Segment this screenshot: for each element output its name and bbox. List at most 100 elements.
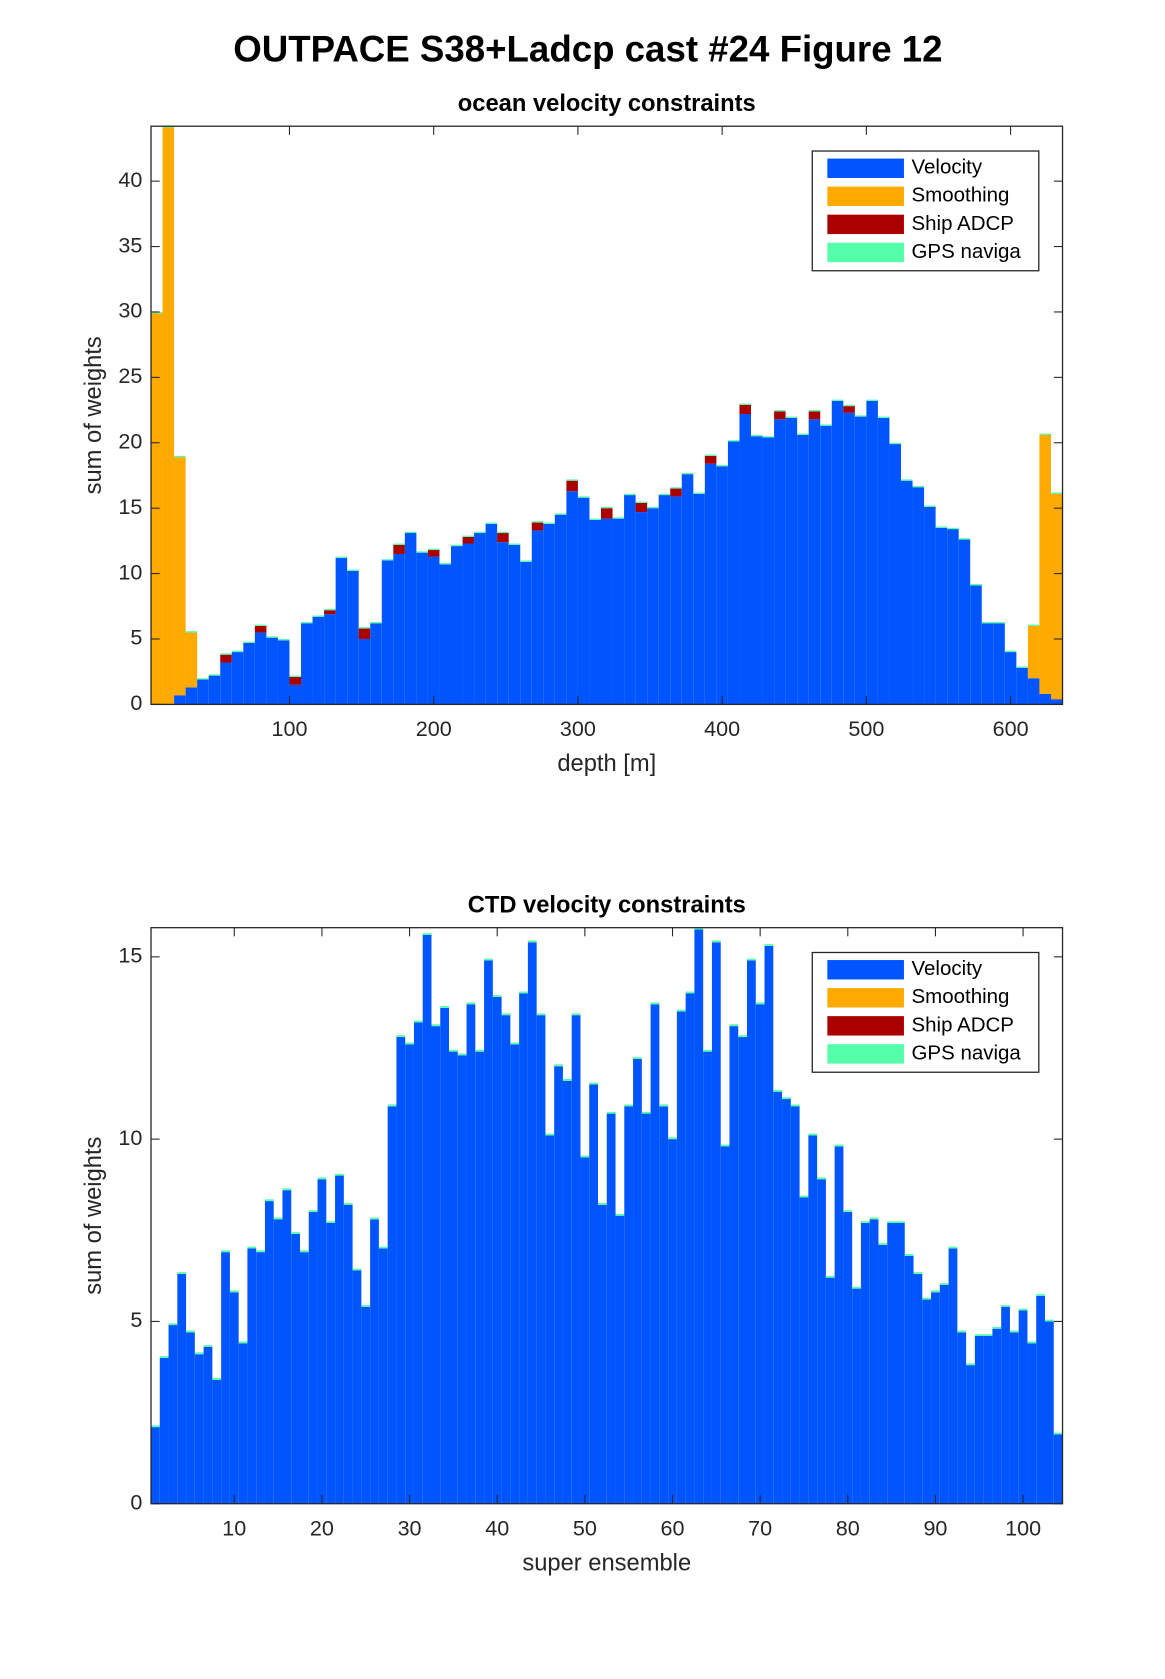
x-tick-label: 500 [848, 716, 884, 741]
bar-segment [716, 466, 728, 705]
bar-segment [1036, 1295, 1045, 1504]
bar-segment [475, 1051, 485, 1504]
bar-segment [939, 1284, 949, 1504]
legend: Velocity Smoothing Ship ADCP GPS naviga [811, 150, 1040, 272]
x-tick-label: 80 [836, 1515, 860, 1540]
y-tick-label: 5 [130, 1307, 142, 1332]
bar-segment [601, 506, 613, 509]
bar-segment [1053, 1432, 1063, 1435]
bar-segment [993, 621, 1005, 624]
figure-title: OUTPACE S38+Ladcp cast #24 Figure 12 [233, 28, 942, 69]
bar-segment [1050, 492, 1063, 494]
bar-segment [554, 514, 567, 705]
bar-segment [860, 1221, 870, 1223]
bar-segment [370, 1217, 379, 1220]
bar-segment [799, 1197, 809, 1504]
bar-segment [387, 1106, 397, 1504]
bar-segment [704, 455, 717, 464]
bar-segment [1027, 625, 1040, 679]
bar-segment [352, 1268, 362, 1271]
bar-segment [887, 1222, 896, 1504]
bar-segment [247, 1248, 257, 1504]
bar-segment [615, 1215, 625, 1504]
bar-segment [1027, 1343, 1037, 1504]
bar-segment [834, 1144, 844, 1147]
bar-segment [440, 1006, 450, 1008]
bars [151, 927, 1063, 1504]
bar-segment [474, 533, 486, 705]
bar-segment [168, 1325, 178, 1504]
bar-segment [194, 1352, 204, 1355]
bar-segment [566, 479, 578, 481]
bar-segment [174, 457, 186, 696]
bar-segment [508, 544, 521, 705]
bar-segment [704, 463, 717, 705]
legend-label: Smoothing [912, 184, 1010, 207]
bar-segment [378, 1248, 388, 1504]
bar-segment [254, 624, 267, 626]
bar-segment [427, 550, 440, 557]
bar-segment [497, 531, 509, 534]
bar-segment [1027, 624, 1040, 626]
bar-segment [820, 424, 832, 426]
bar-segment [317, 1179, 327, 1504]
bar-segment [264, 1201, 274, 1504]
bar-segment [289, 676, 302, 685]
bar-segment [508, 543, 521, 545]
bar-segment [703, 1051, 712, 1504]
bar-segment [739, 403, 751, 405]
bar-segment [457, 1053, 467, 1056]
bar-segment [197, 679, 209, 705]
y-axis-label: sum of weights [81, 336, 107, 494]
bar-segment [624, 493, 636, 496]
x-tick-label: 50 [573, 1515, 597, 1540]
bar-segment [317, 1177, 327, 1180]
bar-segment [347, 570, 359, 705]
bar-segment [785, 417, 798, 705]
bar-segment [762, 436, 775, 438]
bar-segment [431, 1026, 441, 1504]
bar-segment [361, 1306, 371, 1504]
bar-segment [974, 1334, 984, 1337]
bar-segment [520, 560, 532, 562]
bar-segment [527, 942, 537, 1504]
y-tick-label: 5 [130, 625, 142, 650]
bar-segment [347, 569, 359, 571]
bar-segment [543, 522, 555, 524]
bar-segment [440, 1007, 450, 1504]
bar-segment [343, 1202, 353, 1205]
bar-segment [895, 1221, 905, 1223]
bar-segment [231, 652, 244, 705]
x-tick-label: 100 [271, 716, 307, 741]
bar-segment [186, 1330, 195, 1333]
bar-segment [273, 1219, 283, 1504]
bar-segment [598, 1204, 607, 1504]
bar-segment [273, 1217, 283, 1220]
bar-segment [536, 1013, 546, 1016]
bar-segment [431, 1024, 441, 1027]
bar-segment [474, 531, 486, 534]
bar-segment [335, 1173, 344, 1176]
bar-segment [1016, 666, 1028, 668]
bar-segment [343, 1204, 353, 1504]
bar-segment [361, 1305, 371, 1307]
bar-segment [462, 535, 475, 537]
bar-segment [854, 416, 867, 705]
bar-segment [197, 678, 209, 680]
bar-segment [151, 313, 163, 705]
bar-segment [774, 410, 786, 412]
bar-segment [797, 434, 809, 705]
bar-segment [393, 544, 405, 554]
bar-segment [545, 1133, 555, 1136]
bar-segment [370, 1219, 379, 1504]
bar-segment [983, 1336, 993, 1504]
bar-segment [462, 543, 475, 705]
y-tick-label: 30 [118, 298, 142, 323]
bar-segment [324, 610, 336, 615]
bar-segment [484, 960, 493, 1504]
bar-segment [843, 412, 855, 705]
bar-segment [301, 623, 313, 705]
x-tick-label: 300 [560, 716, 596, 741]
y-tick-label: 15 [118, 494, 142, 519]
bar-segment [966, 1363, 975, 1366]
